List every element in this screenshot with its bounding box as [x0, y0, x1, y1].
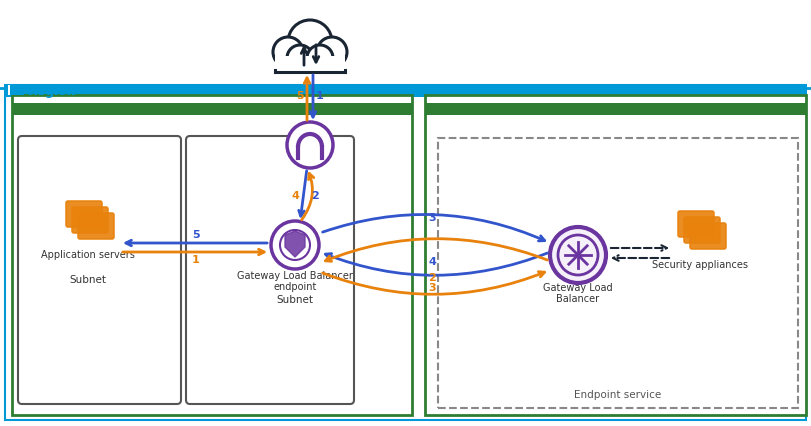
Text: Endpoint service: Endpoint service — [574, 390, 662, 400]
Text: Security appliances: Security appliances — [652, 260, 748, 270]
Text: 5: 5 — [296, 91, 304, 101]
Text: Service consumer VPC: Service consumer VPC — [30, 104, 161, 114]
FancyBboxPatch shape — [684, 217, 720, 243]
Text: 4: 4 — [291, 191, 299, 201]
Text: Subnet: Subnet — [70, 275, 106, 285]
FancyBboxPatch shape — [186, 136, 354, 404]
Circle shape — [550, 227, 606, 283]
Text: 4: 4 — [428, 257, 436, 267]
Circle shape — [287, 122, 333, 168]
FancyBboxPatch shape — [678, 211, 714, 237]
Circle shape — [317, 37, 347, 67]
Circle shape — [307, 45, 333, 71]
Text: 2: 2 — [311, 191, 319, 201]
FancyBboxPatch shape — [78, 213, 114, 239]
Text: endpoint: endpoint — [273, 282, 316, 292]
Text: 5: 5 — [192, 230, 200, 240]
Bar — [12, 103, 412, 115]
Text: Region: Region — [28, 84, 76, 98]
Bar — [275, 56, 345, 72]
Circle shape — [273, 37, 303, 67]
FancyBboxPatch shape — [438, 138, 798, 408]
Bar — [425, 95, 806, 415]
FancyBboxPatch shape — [18, 136, 181, 404]
Circle shape — [288, 20, 332, 64]
Text: Subnet: Subnet — [277, 295, 314, 305]
Text: Balancer: Balancer — [556, 294, 599, 304]
Text: 3: 3 — [428, 283, 436, 293]
Text: Application servers: Application servers — [41, 250, 135, 260]
Bar — [8, 85, 24, 95]
Bar — [8, 85, 10, 95]
Circle shape — [287, 45, 313, 71]
Bar — [425, 103, 806, 115]
Bar — [5, 85, 806, 97]
Bar — [5, 85, 806, 420]
Bar — [12, 95, 412, 415]
Text: Service provider VPC: Service provider VPC — [443, 104, 567, 114]
Circle shape — [271, 221, 319, 269]
FancyBboxPatch shape — [66, 201, 102, 227]
Text: 1: 1 — [192, 255, 200, 265]
Text: Gateway Load: Gateway Load — [543, 283, 613, 293]
Polygon shape — [285, 231, 305, 257]
Bar — [427, 105, 438, 114]
Text: 1: 1 — [316, 91, 324, 101]
FancyBboxPatch shape — [72, 207, 108, 233]
Text: Gateway Load Balancer: Gateway Load Balancer — [237, 271, 353, 281]
Bar — [14, 105, 25, 114]
FancyBboxPatch shape — [690, 223, 726, 249]
Text: 3: 3 — [428, 213, 436, 223]
Text: 2: 2 — [428, 273, 436, 283]
